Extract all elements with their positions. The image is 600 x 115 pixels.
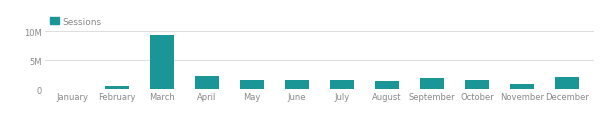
Bar — [509, 85, 535, 90]
Bar — [239, 80, 265, 90]
Bar — [149, 36, 175, 90]
Bar — [464, 80, 490, 90]
Legend: Sessions: Sessions — [50, 18, 101, 27]
Bar — [284, 81, 310, 90]
Bar — [419, 79, 445, 90]
Bar — [554, 78, 580, 90]
Bar — [329, 80, 355, 90]
Bar — [104, 86, 130, 90]
Bar — [374, 81, 400, 90]
Bar — [59, 89, 85, 90]
Bar — [194, 76, 220, 90]
